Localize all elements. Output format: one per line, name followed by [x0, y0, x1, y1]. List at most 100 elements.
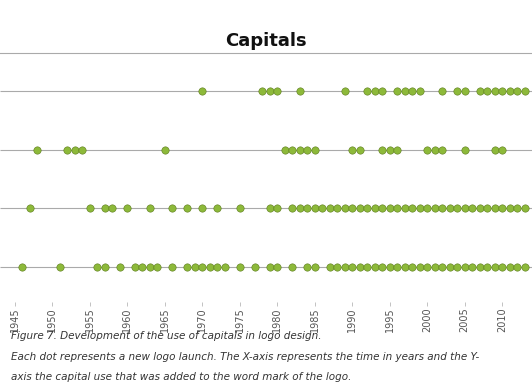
Point: [348, 264, 356, 270]
Point: [520, 205, 529, 211]
Point: [236, 205, 244, 211]
Point: [340, 264, 349, 270]
Point: [370, 205, 379, 211]
Point: [430, 205, 439, 211]
Point: [101, 205, 109, 211]
Point: [363, 88, 371, 94]
Point: [370, 88, 379, 94]
Point: [491, 147, 499, 153]
Point: [348, 147, 356, 153]
Point: [393, 88, 401, 94]
Point: [258, 88, 267, 94]
Point: [303, 264, 311, 270]
Point: [18, 264, 27, 270]
Point: [168, 264, 177, 270]
Point: [378, 88, 386, 94]
Point: [453, 88, 461, 94]
Point: [498, 264, 506, 270]
Point: [108, 205, 117, 211]
Point: [251, 264, 259, 270]
Point: [115, 264, 124, 270]
Point: [453, 264, 461, 270]
Point: [491, 205, 499, 211]
Point: [131, 264, 139, 270]
Point: [273, 264, 281, 270]
Point: [56, 264, 64, 270]
Point: [153, 264, 162, 270]
Point: [460, 88, 469, 94]
Point: [303, 205, 311, 211]
Point: [423, 147, 431, 153]
Point: [288, 147, 296, 153]
Point: [295, 88, 304, 94]
Point: [385, 147, 394, 153]
Point: [183, 264, 192, 270]
Point: [288, 264, 296, 270]
Point: [326, 264, 334, 270]
Point: [370, 264, 379, 270]
Point: [475, 88, 484, 94]
Point: [445, 264, 454, 270]
Point: [393, 264, 401, 270]
Point: [415, 88, 424, 94]
Point: [355, 205, 364, 211]
Point: [430, 147, 439, 153]
Point: [333, 264, 342, 270]
Point: [460, 147, 469, 153]
Point: [340, 88, 349, 94]
Point: [93, 264, 102, 270]
Point: [378, 147, 386, 153]
Point: [190, 264, 199, 270]
Point: [198, 205, 206, 211]
Point: [475, 205, 484, 211]
Point: [408, 264, 417, 270]
Point: [415, 205, 424, 211]
Point: [505, 88, 514, 94]
Point: [168, 205, 177, 211]
Point: [401, 205, 409, 211]
Point: [33, 147, 41, 153]
Point: [311, 147, 319, 153]
Point: [326, 205, 334, 211]
Point: [468, 264, 476, 270]
Point: [213, 264, 221, 270]
Point: [498, 147, 506, 153]
Point: [146, 205, 154, 211]
Point: [453, 205, 461, 211]
Point: [221, 264, 229, 270]
Point: [318, 205, 327, 211]
Point: [236, 264, 244, 270]
Point: [415, 264, 424, 270]
Point: [333, 205, 342, 211]
Point: [445, 205, 454, 211]
Point: [423, 205, 431, 211]
Point: [63, 147, 72, 153]
Point: [183, 205, 192, 211]
Point: [505, 264, 514, 270]
Text: Each dot represents a new logo launch. The X-axis represents the time in years a: Each dot represents a new logo launch. T…: [11, 352, 479, 362]
Point: [498, 205, 506, 211]
Point: [355, 147, 364, 153]
Point: [438, 205, 446, 211]
Point: [138, 264, 147, 270]
Point: [378, 264, 386, 270]
Point: [295, 147, 304, 153]
Text: Figure 7. Development of the use of capitals in logo design.: Figure 7. Development of the use of capi…: [11, 331, 321, 341]
Point: [295, 205, 304, 211]
Point: [123, 205, 131, 211]
Text: Capitals: Capitals: [225, 32, 307, 50]
Point: [513, 205, 521, 211]
Point: [385, 205, 394, 211]
Point: [86, 205, 94, 211]
Point: [438, 264, 446, 270]
Point: [288, 205, 296, 211]
Point: [408, 88, 417, 94]
Point: [213, 205, 221, 211]
Point: [385, 264, 394, 270]
Point: [378, 205, 386, 211]
Point: [311, 205, 319, 211]
Point: [513, 264, 521, 270]
Point: [273, 88, 281, 94]
Point: [475, 264, 484, 270]
Point: [408, 205, 417, 211]
